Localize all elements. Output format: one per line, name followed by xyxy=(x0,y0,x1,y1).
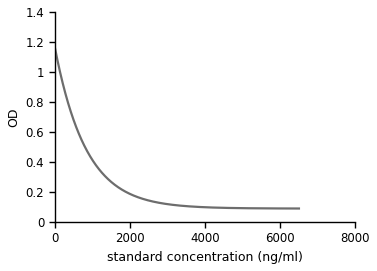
Y-axis label: OD: OD xyxy=(7,107,20,127)
X-axis label: standard concentration (ng/ml): standard concentration (ng/ml) xyxy=(107,251,303,264)
